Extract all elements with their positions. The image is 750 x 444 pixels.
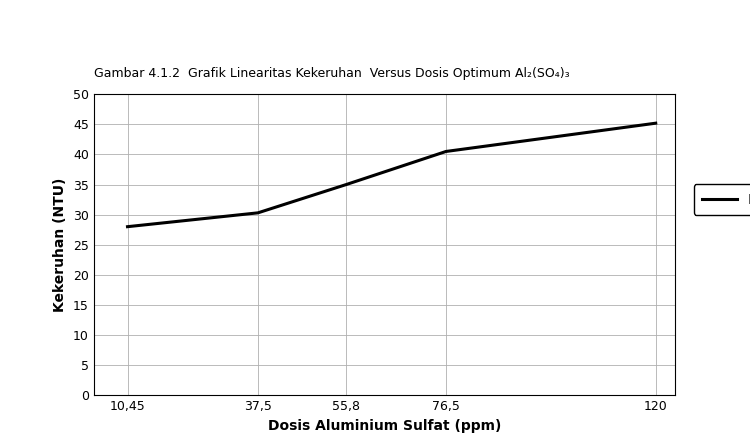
Kekeruhan (NTU) [123, 224, 132, 230]
X-axis label: Dosis Aluminium Sulfat (ppm): Dosis Aluminium Sulfat (ppm) [268, 419, 501, 432]
Legend: Kekeruhan (NTU): Kekeruhan (NTU) [694, 184, 750, 215]
Kekeruhan (NTU) [254, 210, 262, 215]
Kekeruhan (NTU) [442, 149, 451, 154]
Kekeruhan (NTU) [342, 182, 351, 187]
Y-axis label: Kekeruhan (NTU): Kekeruhan (NTU) [53, 178, 68, 312]
Kekeruhan (NTU) [651, 120, 660, 126]
Line: Kekeruhan (NTU): Kekeruhan (NTU) [128, 123, 656, 227]
Text: Gambar 4.1.2  Grafik Linearitas Kekeruhan  Versus Dosis Optimum Al₂(SO₄)₃: Gambar 4.1.2 Grafik Linearitas Kekeruhan… [94, 67, 569, 80]
